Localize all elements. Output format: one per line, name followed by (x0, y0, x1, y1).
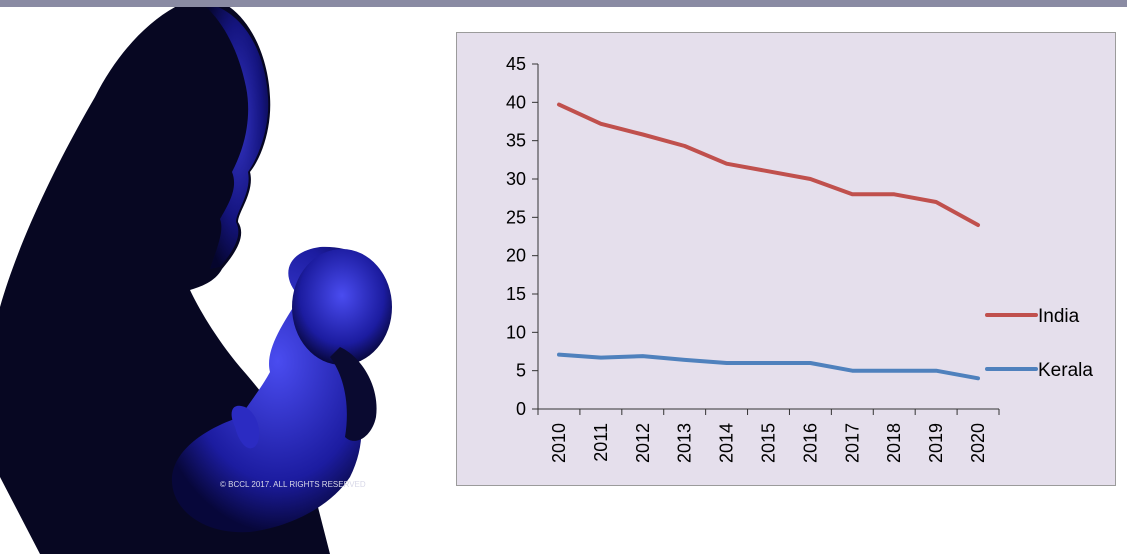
x-tick-label: 2019 (926, 423, 946, 463)
mother-holding-baby-silhouette-icon: © BCCL 2017. ALL RIGHTS RESERVED (0, 7, 430, 554)
y-tick-label: 30 (506, 169, 526, 189)
chart-area (456, 32, 1116, 486)
series-layer (557, 102, 980, 381)
y-tick-label: 40 (506, 92, 526, 112)
x-tick-label: 2016 (800, 423, 820, 463)
y-tick-label: 35 (506, 131, 526, 151)
x-tick-label: 2020 (968, 423, 988, 463)
legend: India Kerala (985, 306, 1093, 381)
x-tick-label: 2017 (842, 423, 862, 463)
y-tick-label: 20 (506, 246, 526, 266)
chart: 0 5 10 15 20 25 30 35 40 45 2010 2011 2012 2013 2014 2… (456, 32, 1116, 486)
x-tick-label: 2011 (591, 423, 611, 462)
x-tick-label: 2015 (759, 423, 779, 463)
india-legend-label: India (1038, 306, 1080, 327)
x-tick-label: 2013 (675, 423, 695, 463)
x-tick-label: 2010 (549, 423, 569, 463)
y-tick-label: 10 (506, 322, 526, 342)
y-axis: 0 5 10 15 20 25 30 35 40 45 (506, 54, 539, 419)
y-tick-label: 5 (516, 361, 526, 381)
top-bar (0, 0, 1127, 7)
x-axis: 2010 2011 2012 2013 2014 2015 2016 2017 2018 2019… (537, 408, 1000, 463)
x-tick-label: 2012 (633, 423, 653, 463)
kerala-legend-label: Kerala (1038, 360, 1093, 381)
india-series-line (557, 102, 980, 227)
x-tick-label: 2014 (717, 423, 737, 463)
watermark-text: © BCCL 2017. ALL RIGHTS RESERVED (220, 480, 366, 489)
y-tick-label: 45 (506, 54, 526, 74)
x-tick-label: 2018 (884, 423, 904, 463)
y-tick-label: 0 (516, 399, 526, 419)
y-tick-label: 25 (506, 207, 526, 227)
mother-baby-photo: © BCCL 2017. ALL RIGHTS RESERVED (0, 7, 430, 554)
y-tick-label: 15 (506, 284, 526, 304)
